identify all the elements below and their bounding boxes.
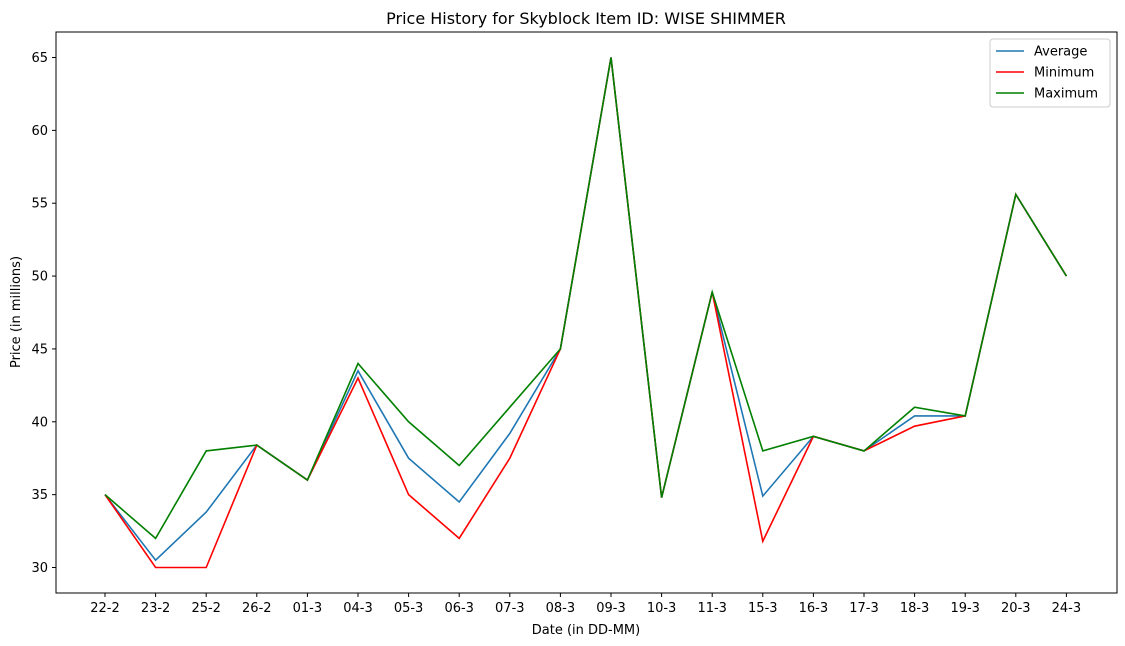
- series-lines: [104, 57, 1068, 569]
- x-tick-label: 04-3: [343, 601, 373, 616]
- x-tick-label: 22-2: [90, 601, 120, 616]
- x-tick-label: 26-2: [242, 601, 272, 616]
- chart-title: Price History for Skyblock Item ID: WISE…: [386, 9, 786, 28]
- y-tick-label: 55: [31, 197, 48, 212]
- y-tick-label: 35: [31, 488, 48, 503]
- x-tick-label: 17-3: [849, 601, 879, 616]
- y-tick-label: 30: [31, 561, 48, 576]
- x-tick-label: 01-3: [293, 601, 323, 616]
- x-tick-label: 19-3: [950, 601, 980, 616]
- series-line-maximum: [104, 57, 1068, 540]
- y-tick-label: 45: [31, 342, 48, 357]
- x-axis: 22-2 23-2 25-2 26-2 01-3 04-3 05-3 06-3 07-3 08-3…: [90, 593, 1081, 616]
- y-axis: 30 35 40 45 50 55 60 65: [31, 51, 56, 576]
- y-tick-label: 50: [31, 270, 48, 285]
- x-tick-label: 15-3: [748, 601, 778, 616]
- x-axis-label: Date (in DD-MM): [532, 623, 640, 638]
- legend: Average Minimum Maximum: [989, 38, 1111, 108]
- series-line-minimum: [104, 57, 1068, 569]
- x-tick-label: 18-3: [900, 601, 930, 616]
- x-tick-label: 07-3: [495, 601, 525, 616]
- x-tick-label: 16-3: [799, 601, 829, 616]
- x-tick-label: 08-3: [546, 601, 576, 616]
- legend-label-average: Average: [1034, 45, 1087, 60]
- x-tick-label: 20-3: [1001, 601, 1031, 616]
- x-tick-label: 25-2: [191, 601, 221, 616]
- y-axis-label: Price (in millions): [9, 256, 24, 368]
- x-tick-label: 23-2: [141, 601, 171, 616]
- y-tick-label: 60: [31, 124, 48, 139]
- series-line-average: [104, 57, 1068, 562]
- y-tick-label: 65: [31, 51, 48, 66]
- x-tick-label: 10-3: [647, 601, 677, 616]
- x-tick-label: 05-3: [394, 601, 424, 616]
- x-tick-label: 11-3: [697, 601, 727, 616]
- legend-label-maximum: Maximum: [1034, 87, 1098, 102]
- legend-label-minimum: Minimum: [1034, 66, 1094, 81]
- x-tick-label: 24-3: [1052, 601, 1082, 616]
- y-tick-label: 40: [31, 415, 48, 430]
- x-tick-label: 09-3: [596, 601, 626, 616]
- legend-box: [989, 38, 1111, 108]
- plot-area: [55, 31, 1118, 594]
- x-tick-label: 06-3: [444, 601, 474, 616]
